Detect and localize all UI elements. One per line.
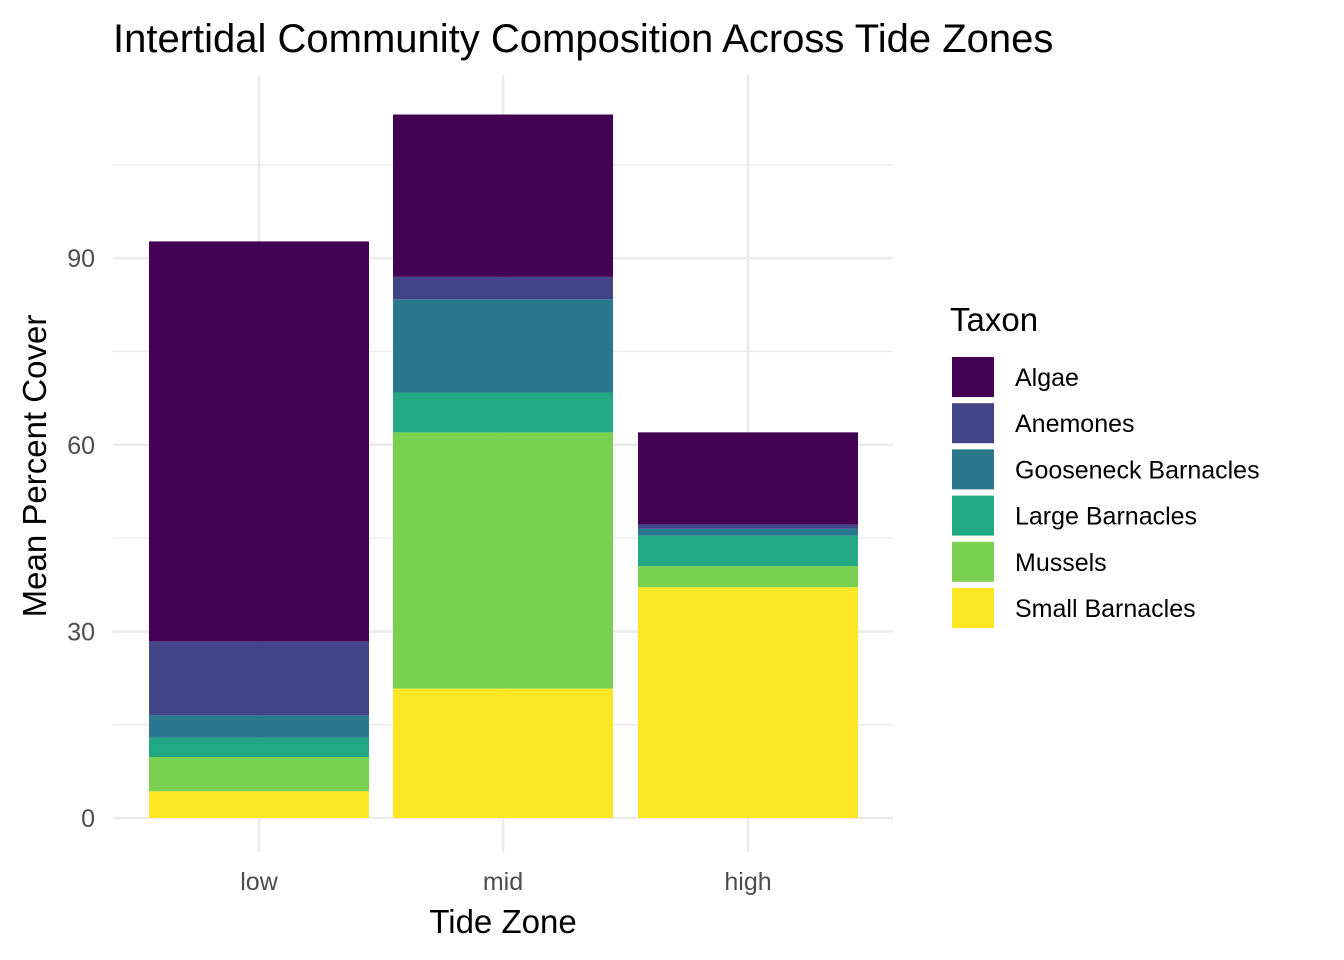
bar-segment-high-small-barnacles bbox=[638, 587, 858, 818]
legend-swatch bbox=[952, 495, 994, 536]
bar-segment-low-anemones bbox=[149, 641, 369, 716]
legend-swatch bbox=[952, 403, 994, 444]
x-tick-label: low bbox=[240, 868, 278, 896]
legend: Taxon Algae Anemones Gooseneck Barnacles La… bbox=[950, 301, 1260, 628]
bar-segment-low-mussels bbox=[149, 757, 369, 792]
bars bbox=[149, 114, 858, 818]
x-tick-label: high bbox=[724, 868, 771, 896]
bar-segment-mid-small-barnacles bbox=[393, 688, 613, 818]
legend-swatch bbox=[952, 588, 994, 628]
bar-segment-high-algae bbox=[638, 432, 858, 525]
legend-swatch bbox=[952, 449, 994, 490]
y-axis-title: Mean Percent Cover bbox=[16, 315, 53, 618]
legend-label: Mussels bbox=[1015, 549, 1107, 577]
bar-segment-low-gooseneck-barnacles bbox=[149, 715, 369, 738]
legend-label: Anemones bbox=[1015, 410, 1135, 438]
legend-title: Taxon bbox=[950, 301, 1038, 338]
bar-segment-mid-algae bbox=[393, 114, 613, 277]
bar-segment-low-small-barnacles bbox=[149, 791, 369, 818]
y-tick-label: 60 bbox=[67, 432, 95, 460]
bar-segment-low-algae bbox=[149, 241, 369, 642]
bar-segment-mid-mussels bbox=[393, 432, 613, 689]
y-tick-label: 0 bbox=[81, 805, 95, 833]
chart-title: Intertidal Community Composition Across … bbox=[113, 17, 1053, 61]
legend-swatch bbox=[952, 357, 994, 397]
legend-swatch bbox=[952, 541, 994, 582]
x-axis-title: Tide Zone bbox=[429, 903, 576, 940]
bar-segment-high-mussels bbox=[638, 566, 858, 588]
legend-label: Large Barnacles bbox=[1015, 503, 1197, 531]
bar-segment-mid-anemones bbox=[393, 276, 613, 300]
legend-label: Gooseneck Barnacles bbox=[1015, 456, 1260, 484]
legend-label: Algae bbox=[1015, 364, 1079, 392]
bar-segment-high-gooseneck-barnacles bbox=[638, 528, 858, 536]
bar-segment-mid-large-barnacles bbox=[393, 392, 613, 433]
bar-segment-high-large-barnacles bbox=[638, 535, 858, 567]
y-tick-label: 90 bbox=[67, 245, 95, 273]
x-tick-label: mid bbox=[483, 868, 523, 896]
x-axis-ticks: low mid high bbox=[240, 868, 771, 896]
bar-segment-mid-gooseneck-barnacles bbox=[393, 299, 613, 393]
bar-segment-high-anemones bbox=[638, 524, 858, 529]
bar-segment-low-large-barnacles bbox=[149, 737, 369, 758]
legend-label: Small Barnacles bbox=[1015, 595, 1196, 623]
y-axis-ticks: 0 30 60 90 bbox=[67, 245, 95, 833]
y-tick-label: 30 bbox=[67, 618, 95, 646]
